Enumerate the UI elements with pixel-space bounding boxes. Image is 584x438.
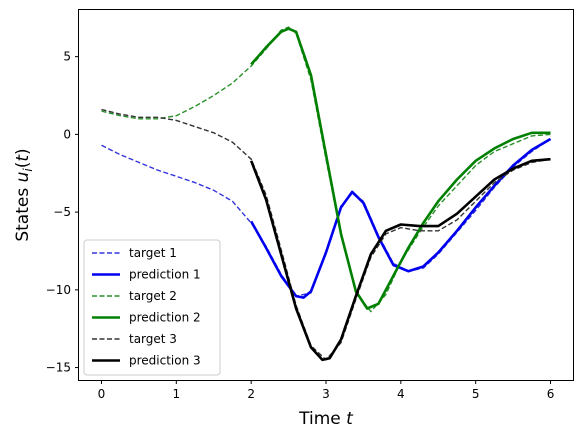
x-axis: 0 1 2 3 4 5 6 [98, 380, 555, 401]
legend-label: prediction 3 [129, 354, 201, 368]
legend-label: target 3 [129, 332, 177, 346]
x-tick-label: 0 [98, 387, 106, 401]
y-tick-label: 0 [63, 127, 71, 141]
legend: target 1 prediction 1 target 2 prediction 2… [83, 239, 221, 376]
x-tick-label: 2 [247, 387, 255, 401]
x-tick-label: 4 [397, 387, 405, 401]
y-tick-label: −5 [53, 205, 71, 219]
x-tick-label: 3 [322, 387, 330, 401]
y-axis: −15 −10 −5 0 5 [46, 50, 79, 375]
x-tick-label: 1 [172, 387, 180, 401]
legend-label: prediction 1 [129, 268, 201, 282]
series-line-2 [250, 137, 552, 299]
y-tick-label: −15 [46, 361, 71, 375]
series-line-3 [101, 26, 551, 313]
legend-label: prediction 2 [129, 311, 201, 325]
x-axis-label: Time t [298, 409, 354, 429]
series-line-4 [250, 27, 551, 310]
y-axis-label: States ui(t) [13, 148, 35, 241]
x-tick-label: 6 [547, 387, 555, 401]
y-tick-label: −10 [46, 283, 71, 297]
legend-label: target 2 [129, 289, 177, 303]
y-tick-label: 5 [63, 50, 71, 64]
series-line-6 [249, 157, 551, 362]
plot-area [101, 26, 552, 362]
x-tick-label: 5 [472, 387, 480, 401]
legend-label: target 1 [129, 246, 177, 260]
